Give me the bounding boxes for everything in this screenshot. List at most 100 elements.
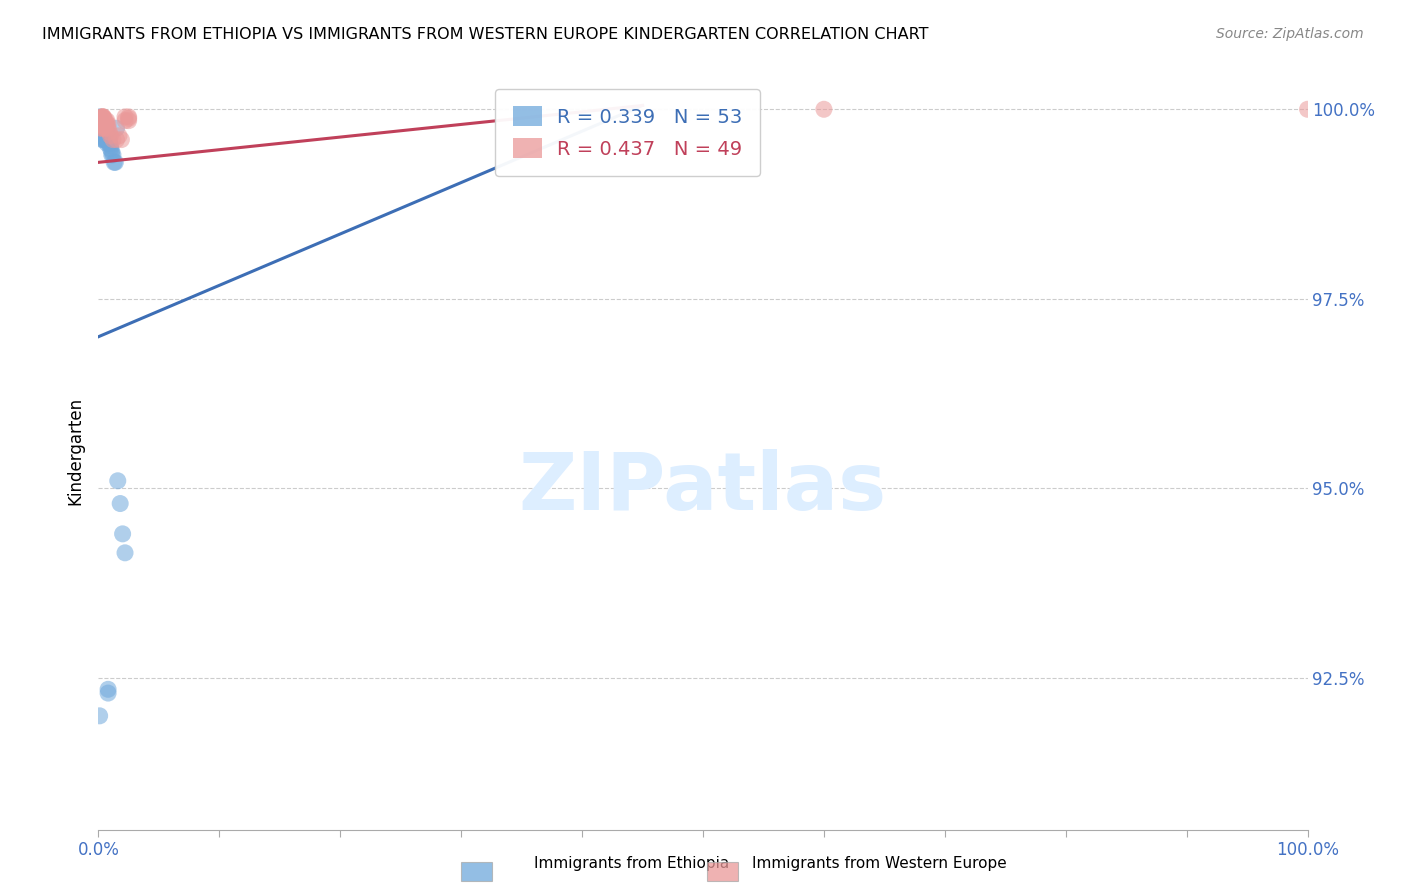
Point [111,526,134,541]
Point [98,125,121,139]
Point [94,131,117,145]
Point [118,112,141,126]
Point [89,119,111,133]
Point [114,110,136,124]
Point [91,117,114,131]
Point [94,113,117,128]
Point [91,110,114,124]
Point [108,128,131,143]
Point [93,117,115,131]
Point [114,546,136,560]
Point [107,474,129,488]
Point [93,125,115,139]
Point [90,125,112,139]
Point [89,113,111,128]
Point [91,113,114,128]
Point [91,110,114,124]
Point [103,155,125,169]
Point [98,136,121,151]
Point [91,112,114,126]
Point [100,128,122,143]
Point [89,117,111,131]
Point [91,128,114,143]
Point [100,142,122,156]
Point [91,121,114,136]
Point [91,121,114,136]
Point [97,117,120,131]
Point [97,121,120,136]
Point [91,116,114,130]
Point [91,112,114,126]
Point [91,132,114,146]
Point [91,128,114,143]
Point [96,132,118,146]
Point [108,497,131,511]
Point [93,121,115,136]
Point [89,125,111,139]
Point [90,127,112,141]
Point [96,136,118,151]
Point [90,121,112,136]
Point [90,113,112,128]
Text: Source: ZipAtlas.com: Source: ZipAtlas.com [1216,27,1364,41]
Point [93,121,115,136]
Point [91,119,114,133]
Point [91,125,114,139]
Point [110,132,132,146]
Point [118,110,141,124]
Point [98,132,121,146]
Text: IMMIGRANTS FROM ETHIOPIA VS IMMIGRANTS FROM WESTERN EUROPE KINDERGARTEN CORRELAT: IMMIGRANTS FROM ETHIOPIA VS IMMIGRANTS F… [42,27,929,42]
Point [94,123,117,137]
Point [89,115,111,129]
Text: ZIPatlas: ZIPatlas [519,450,887,527]
Point [114,113,136,128]
Point [118,113,141,128]
Point [94,117,117,131]
Point [89,110,111,124]
Point [90,112,112,126]
Point [89,116,111,130]
Point [91,117,114,131]
Point [97,682,120,697]
Point [97,686,120,700]
Point [91,113,114,128]
Point [813,102,835,116]
Point [89,117,111,131]
Point [105,121,128,136]
Text: Immigrants from Ethiopia: Immigrants from Ethiopia [534,856,730,871]
Point [91,116,114,130]
Point [90,117,112,131]
Point [101,132,124,146]
Point [91,113,114,128]
Point [91,112,114,126]
Point [1296,102,1319,116]
Point [100,138,122,153]
Point [89,708,111,723]
Point [97,131,120,145]
Point [96,113,118,128]
Point [91,132,114,146]
Point [89,113,111,128]
Point [91,116,114,130]
Point [91,121,114,136]
Point [93,128,115,143]
Legend: R = 0.339   N = 53, R = 0.437   N = 49: R = 0.339 N = 53, R = 0.437 N = 49 [495,88,761,177]
Point [101,147,124,161]
Text: Immigrants from Western Europe: Immigrants from Western Europe [752,856,1007,871]
Point [91,117,114,131]
Point [96,117,118,131]
Point [89,112,111,126]
Y-axis label: Kindergarten: Kindergarten [66,396,84,505]
Point [89,113,111,128]
Point [90,113,112,128]
Point [91,125,114,139]
Point [100,147,122,161]
Point [97,134,120,148]
Point [94,132,117,146]
Point [91,113,114,128]
Point [97,128,120,143]
Point [96,128,118,143]
Point [91,112,114,126]
Point [104,155,127,169]
Point [100,144,122,158]
